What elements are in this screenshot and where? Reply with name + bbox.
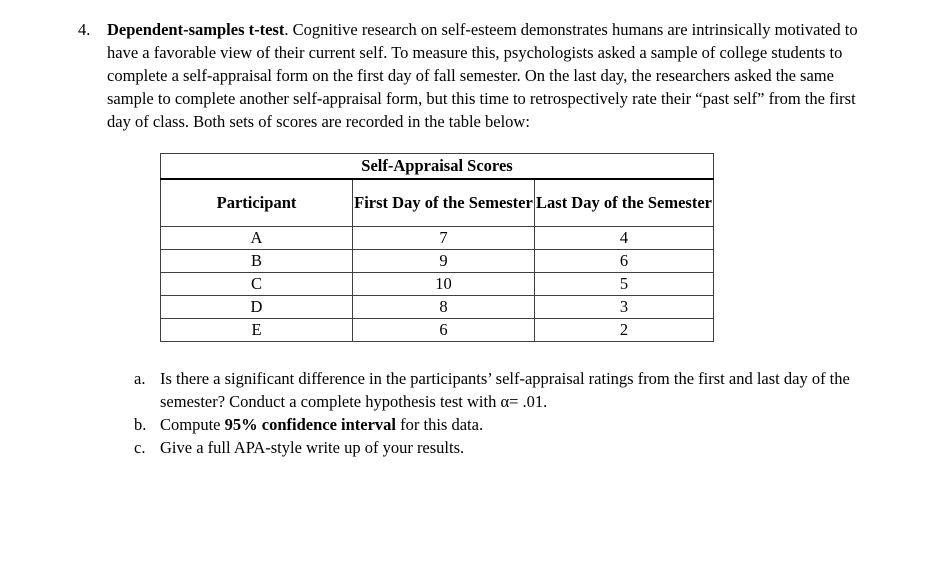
question-a-text: Is there a significant difference in the… — [160, 367, 853, 413]
table-row: D 8 3 — [160, 295, 715, 319]
question-c-label: c. — [134, 438, 146, 457]
cell-last-day: 2 — [533, 318, 715, 342]
cell-last-day: 6 — [533, 249, 715, 273]
col-header-participant: Participant — [160, 178, 353, 227]
table-row: A 7 4 — [160, 226, 715, 250]
problem-statement: Dependent-samples t-test. Cognitive rese… — [107, 18, 859, 133]
table-row: E 6 2 — [160, 318, 715, 342]
questions-list: a. Is there a significant difference in … — [134, 367, 853, 459]
problem-number: 4. — [78, 20, 91, 39]
col-header-last-day: Last Day of the Semester — [533, 178, 715, 227]
cell-first-day: 10 — [352, 272, 535, 296]
problem-block: 4. Dependent-samples t-test. Cognitive r… — [78, 0, 930, 133]
question-c-text: Give a full APA-style write up of your r… — [160, 436, 853, 459]
cell-last-day: 3 — [533, 295, 715, 319]
cell-first-day: 8 — [352, 295, 535, 319]
cell-first-day: 7 — [352, 226, 535, 250]
table-row: B 9 6 — [160, 249, 715, 273]
question-c: c. Give a full APA-style write up of you… — [134, 436, 853, 459]
question-b: b. Compute 95% confidence interval for t… — [134, 413, 853, 436]
problem-title: Dependent-samples t-test — [107, 20, 285, 39]
table-row: C 10 5 — [160, 272, 715, 296]
table-title: Self-Appraisal Scores — [159, 153, 715, 180]
question-b-bold: 95% confidence interval — [224, 415, 397, 434]
question-a: a. Is there a significant difference in … — [134, 367, 853, 413]
table-title-row: Self-Appraisal Scores — [159, 153, 715, 180]
question-b-label: b. — [134, 415, 147, 434]
question-b-suffix: for this data. — [396, 415, 484, 434]
cell-participant: A — [160, 226, 353, 250]
cell-last-day: 5 — [533, 272, 715, 296]
cell-participant: C — [160, 272, 353, 296]
self-appraisal-scores-table: Self-Appraisal Scores Participant First … — [159, 153, 715, 342]
cell-participant: E — [160, 318, 353, 342]
cell-participant: D — [160, 295, 353, 319]
question-c-body: Give a full APA-style write up of your r… — [160, 438, 465, 457]
question-b-text: Compute 95% confidence interval for this… — [160, 413, 853, 436]
cell-first-day: 6 — [352, 318, 535, 342]
cell-participant: B — [160, 249, 353, 273]
cell-last-day: 4 — [533, 226, 715, 250]
question-a-body: Is there a significant difference in the… — [160, 369, 850, 411]
question-b-prefix: Compute — [160, 415, 225, 434]
cell-first-day: 9 — [352, 249, 535, 273]
problem-intro-text: . Cognitive research on self-esteem demo… — [107, 20, 858, 131]
col-header-first-day: First Day of the Semester — [352, 178, 535, 227]
table-header-row: Participant First Day of the Semester La… — [160, 178, 715, 227]
question-a-label: a. — [134, 369, 146, 388]
